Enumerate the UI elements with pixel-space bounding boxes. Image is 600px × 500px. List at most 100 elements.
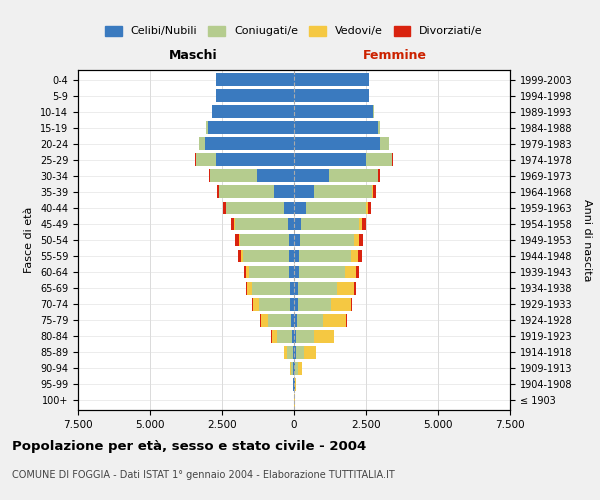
Bar [294,314,297,326]
Bar [337,282,355,294]
Bar [245,266,249,278]
Bar [289,234,294,246]
Bar [252,282,290,294]
Bar [294,202,305,214]
Bar [293,346,294,358]
Bar [290,362,291,374]
Bar [305,202,366,214]
Bar [372,186,373,198]
Bar [288,218,294,230]
Bar [296,346,304,358]
Bar [314,186,372,198]
Bar [292,330,294,342]
Bar [294,122,377,134]
Text: Popolazione per età, sesso e stato civile - 2004: Popolazione per età, sesso e stato civil… [12,440,366,453]
Bar [245,282,247,294]
Bar [294,346,296,358]
Bar [211,170,257,182]
Bar [359,218,362,230]
Bar [294,330,296,342]
Bar [294,89,369,102]
Bar [294,186,314,198]
Bar [199,138,205,150]
Bar [272,330,277,342]
Bar [294,73,369,86]
Bar [301,218,359,230]
Bar [355,282,356,294]
Bar [252,298,253,310]
Bar [253,298,259,310]
Bar [216,73,294,86]
Bar [284,346,287,358]
Bar [355,234,359,246]
Bar [257,170,294,182]
Bar [294,138,380,150]
Bar [299,266,344,278]
Bar [290,298,294,310]
Bar [300,234,355,246]
Bar [295,378,296,391]
Bar [209,170,211,182]
Bar [208,122,294,134]
Text: COMUNE DI FOGGIA - Dati ISTAT 1° gennaio 2004 - Elaborazione TUTTITALIA.IT: COMUNE DI FOGGIA - Dati ISTAT 1° gennaio… [12,470,395,480]
Bar [359,234,363,246]
Legend: Celibi/Nubili, Coniugati/e, Vedovi/e, Divorziati/e: Celibi/Nubili, Coniugati/e, Vedovi/e, Di… [101,21,487,41]
Bar [216,154,294,166]
Bar [299,250,351,262]
Y-axis label: Anni di nascita: Anni di nascita [582,198,592,281]
Bar [261,314,268,326]
Bar [296,330,314,342]
Bar [205,138,294,150]
Bar [294,266,299,278]
Bar [235,234,239,246]
Bar [392,154,393,166]
Bar [259,298,290,310]
Bar [294,282,298,294]
Bar [249,266,289,278]
Bar [329,170,377,182]
Bar [351,250,358,262]
Bar [217,186,219,198]
Bar [277,330,292,342]
Bar [331,298,351,310]
Bar [351,298,352,310]
Bar [294,106,373,118]
Bar [295,362,298,374]
Bar [234,218,235,230]
Bar [235,218,288,230]
Bar [346,314,347,326]
Text: Femmine: Femmine [363,49,427,62]
Bar [244,250,289,262]
Bar [244,266,245,278]
Bar [362,218,366,230]
Bar [240,234,289,246]
Bar [377,122,380,134]
Bar [274,186,294,198]
Bar [290,282,294,294]
Bar [294,298,298,310]
Bar [230,218,234,230]
Bar [297,314,323,326]
Bar [238,250,241,262]
Bar [291,362,293,374]
Bar [344,266,356,278]
Bar [289,266,294,278]
Bar [289,250,294,262]
Bar [356,266,359,278]
Bar [293,362,294,374]
Bar [366,202,368,214]
Bar [298,362,302,374]
Bar [380,138,389,150]
Bar [366,154,392,166]
Bar [294,218,301,230]
Bar [291,314,294,326]
Bar [206,122,208,134]
Bar [294,362,295,374]
Bar [368,202,371,214]
Bar [284,202,294,214]
Bar [196,154,216,166]
Bar [212,106,294,118]
Bar [373,186,376,198]
Bar [287,346,293,358]
Bar [358,250,362,262]
